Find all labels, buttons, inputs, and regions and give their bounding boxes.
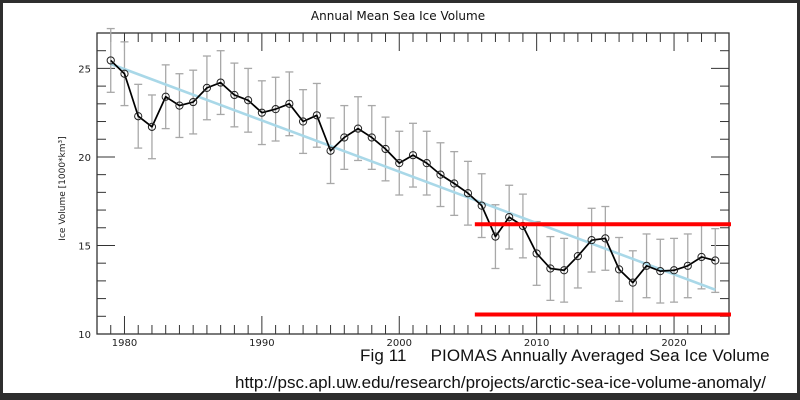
data-point: [285, 99, 294, 108]
data-point: [202, 83, 212, 92]
error-bar: [106, 27, 115, 93]
data-point: [697, 252, 706, 262]
y-tick-label: 15: [78, 241, 91, 252]
data-point: [381, 144, 390, 154]
data-point: [175, 101, 184, 110]
data-point: [422, 159, 431, 168]
y-tick-label: 20: [78, 153, 91, 164]
data-point: [257, 108, 266, 117]
data-point: [546, 264, 555, 273]
figure-title: PIOMAS Annually Averaged Sea Ice Volume: [430, 346, 770, 365]
x-tick-label: 2020: [661, 338, 686, 349]
data-point: [367, 133, 376, 142]
data-point: [353, 124, 363, 133]
data-point: [271, 105, 280, 114]
x-tick-label: 1980: [112, 338, 137, 349]
ticks: [96, 32, 730, 335]
x-tick-label: 1990: [249, 338, 274, 349]
data-point: [106, 56, 115, 65]
data-point: [587, 236, 596, 245]
figure-number: Fig 11: [360, 346, 407, 365]
data-point: [298, 117, 308, 126]
data-point: [491, 232, 500, 241]
data-point: [711, 256, 720, 265]
data-point: [505, 213, 514, 222]
figure-caption: Fig 11 PIOMAS Annually Averaged Sea Ice V…: [360, 346, 770, 366]
data-point: [134, 112, 143, 121]
data-point: [477, 201, 486, 210]
data-point: [395, 159, 404, 168]
data-point: [683, 261, 692, 270]
data-point: [463, 189, 473, 198]
annotation-lines: [474, 222, 731, 317]
data-point: [408, 151, 418, 160]
data-line: [110, 59, 716, 284]
series-line-group: [110, 59, 716, 284]
y-tick-label: 25: [78, 64, 91, 75]
data-point: [436, 170, 445, 179]
x-tick-label: 2000: [387, 338, 412, 349]
error-bars: [106, 27, 720, 316]
data-point: [656, 267, 665, 276]
y-tick-label: 10: [78, 330, 91, 341]
data-point: [161, 92, 170, 101]
data-point: [601, 234, 610, 243]
y-axis-label: Ice Volume [1000*km³]: [58, 136, 68, 240]
x-tick-label: 2010: [524, 338, 549, 349]
data-point: [573, 251, 582, 261]
data-point: [340, 133, 349, 142]
data-point: [147, 122, 157, 131]
tick-labels: 1980 1990 2000 2010 2020 10 15 20 25: [78, 64, 687, 349]
figure-frame: Annual Mean Sea Ice Volume Ice Volume [1…: [3, 3, 797, 393]
data-point: [120, 69, 129, 78]
chart-title: Annual Mean Sea Ice Volume: [311, 9, 485, 23]
data-point: [560, 266, 569, 275]
data-point: [326, 146, 335, 155]
data-point: [244, 96, 253, 105]
data-point: [230, 90, 239, 100]
data-point: [532, 249, 541, 258]
data-point: [312, 111, 321, 120]
data-point: [614, 265, 624, 274]
data-point: [216, 78, 225, 87]
sea-ice-volume-chart: Annual Mean Sea Ice Volume Ice Volume [1…: [58, 9, 731, 349]
data-point: [628, 278, 637, 287]
source-url: http://psc.apl.uw.edu/research/projects/…: [235, 373, 767, 392]
trend-line: [110, 62, 716, 291]
data-point: [450, 179, 459, 188]
trend-line-group: [110, 62, 716, 291]
data-point: [642, 261, 651, 270]
data-point: [189, 97, 198, 107]
markers: [106, 56, 720, 287]
data-point: [669, 266, 679, 275]
